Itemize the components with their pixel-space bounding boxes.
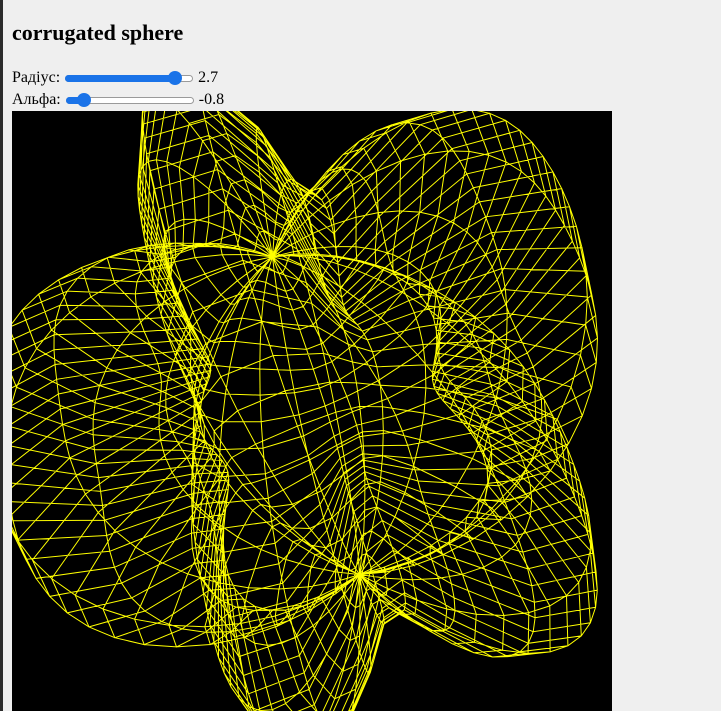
radius-slider[interactable]: [65, 71, 194, 85]
alpha-label: Альфа:: [12, 91, 61, 108]
alpha-slider-fill: [65, 97, 85, 104]
wireframe-lines: [12, 111, 599, 711]
radius-value: 2.7: [198, 69, 219, 86]
radius-control: Радіус: 2.7: [12, 68, 218, 88]
alpha-value: -0.8: [198, 91, 225, 108]
page-title: corrugated sphere: [12, 20, 184, 45]
radius-label: Радіус:: [12, 69, 61, 86]
radius-slider-thumb[interactable]: [167, 71, 182, 85]
alpha-control: Альфа: -0.8: [12, 90, 224, 110]
window-left-edge: [0, 0, 3, 711]
alpha-slider[interactable]: [65, 93, 194, 107]
render-canvas[interactable]: [12, 111, 612, 711]
alpha-slider-thumb[interactable]: [77, 93, 92, 107]
corrugated-sphere-wireframe: [12, 111, 599, 711]
radius-slider-fill: [65, 75, 175, 82]
